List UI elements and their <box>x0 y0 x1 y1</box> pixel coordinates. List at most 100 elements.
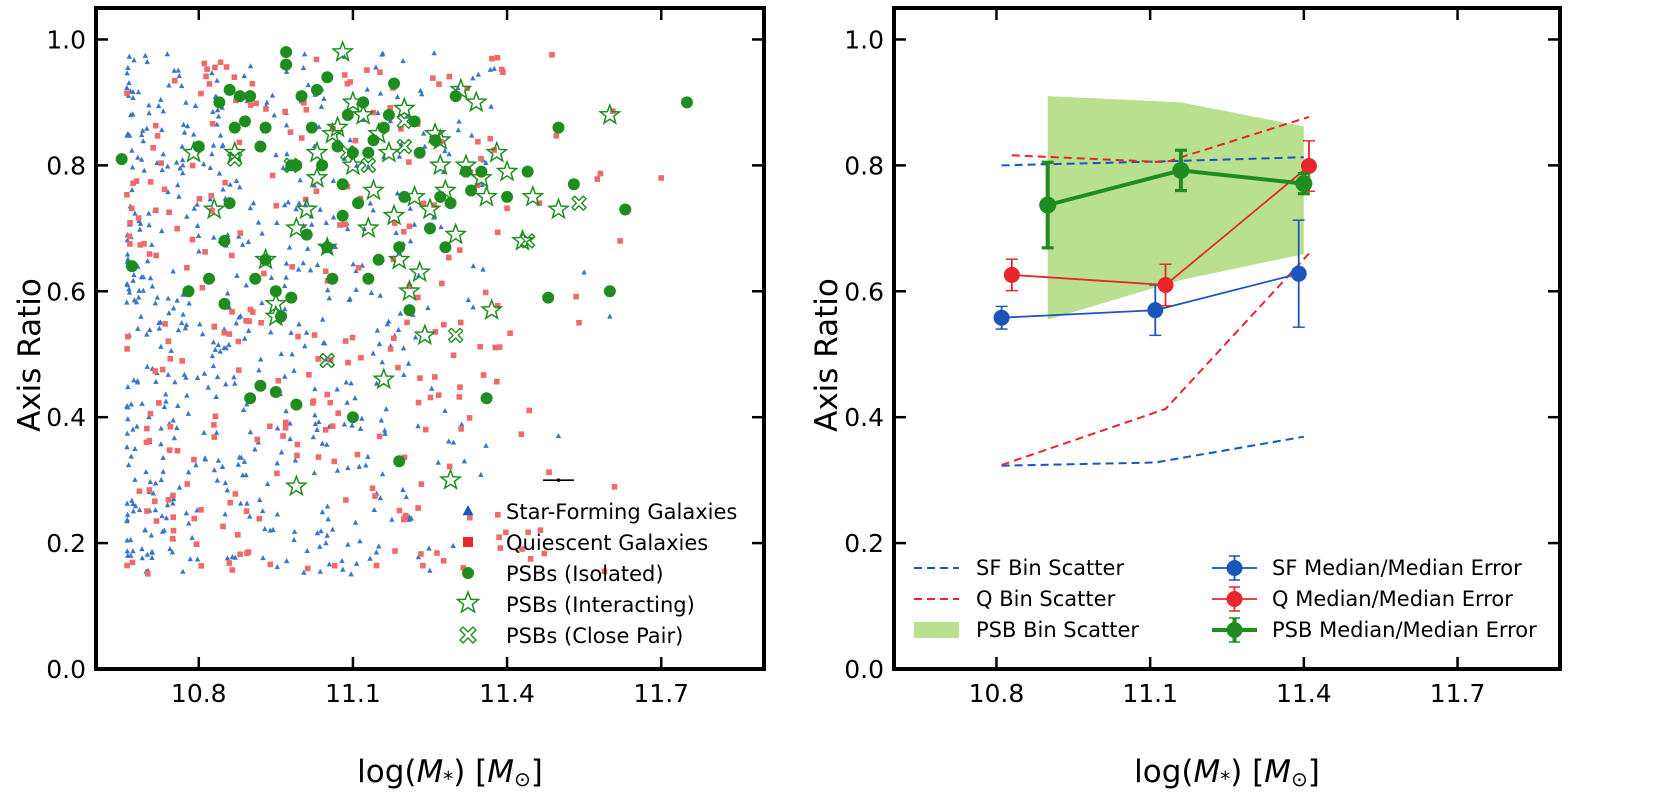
sf-galaxy-point <box>396 153 403 159</box>
sf-galaxy-point <box>581 269 587 275</box>
psb-closepair-point-shape <box>340 145 356 161</box>
psb-interacting-point <box>495 159 519 182</box>
q-galaxy-point <box>206 81 213 87</box>
sf-galaxy-point <box>363 462 369 468</box>
sf-galaxy-point <box>152 480 159 486</box>
sf-galaxy-point <box>357 538 363 544</box>
q-galaxy-point <box>494 229 501 236</box>
sf-galaxy-point <box>231 374 237 380</box>
sf-galaxy-point <box>236 233 242 239</box>
psb-interacting-point <box>305 140 329 163</box>
sf-galaxy-point <box>180 568 186 574</box>
q-galaxy-point <box>422 426 429 433</box>
psb-interacting-point <box>444 222 468 245</box>
sf-galaxy-point <box>304 547 310 554</box>
q-galaxy-point <box>347 79 354 85</box>
psb-interacting-point <box>438 467 463 490</box>
sf-galaxy-point <box>165 189 171 195</box>
q-galaxy-point <box>161 186 168 193</box>
sf-galaxy-point <box>125 383 131 390</box>
sf-galaxy-point <box>172 379 178 385</box>
psb-isolated-point <box>393 455 406 468</box>
q-galaxy-point <box>457 384 463 390</box>
psb-interacting-point <box>387 247 411 270</box>
sf-galaxy-point <box>378 417 385 423</box>
psb-isolated-point <box>285 291 298 304</box>
sf-galaxy-point <box>179 82 185 89</box>
sf-galaxy-point <box>257 496 263 503</box>
left-x-tick-label: 10.8 <box>171 679 227 708</box>
q-galaxy-point <box>171 77 178 84</box>
sf-galaxy-point <box>210 363 217 369</box>
sf-galaxy-point <box>194 374 201 381</box>
legend-err-psb-marker <box>1226 622 1243 638</box>
sf-galaxy-point <box>458 421 465 427</box>
sf-galaxy-point <box>348 380 354 386</box>
sf-galaxy-point <box>296 321 302 327</box>
right-x-label-unit-sub: ⊙ <box>1291 767 1308 791</box>
sf-galaxy-point <box>318 528 324 534</box>
sf-galaxy-point <box>214 77 220 83</box>
legend-label: SF Bin Scatter <box>976 556 1124 580</box>
sf-galaxy-point <box>373 549 380 555</box>
q-galaxy-point <box>441 321 447 328</box>
q-galaxy-point <box>372 493 378 499</box>
legend-circle-marker <box>462 567 474 579</box>
sf-galaxy-point <box>343 379 349 385</box>
psb-interacting-point <box>428 128 452 151</box>
q-galaxy-point <box>345 359 351 366</box>
psb-closepair-point <box>571 195 587 211</box>
sf-galaxy-point <box>326 561 333 567</box>
psb-isolated-point <box>125 260 138 273</box>
q-galaxy-point <box>475 138 481 145</box>
sf-galaxy-point <box>312 421 319 427</box>
legend-label: PSBs (Interacting) <box>506 593 695 617</box>
psb-interacting-point <box>202 197 226 220</box>
sf-galaxy-point <box>130 277 136 283</box>
sf-galaxy-point <box>393 229 399 236</box>
q-galaxy-point <box>231 74 238 80</box>
q-galaxy-point <box>203 73 209 80</box>
psb-closepair-point <box>360 157 377 174</box>
q-galaxy-point <box>303 106 310 113</box>
legend-label: Star-Forming Galaxies <box>506 500 737 524</box>
q-galaxy-point <box>267 423 273 430</box>
sf-galaxy-point <box>323 219 329 225</box>
psb-isolated-point <box>619 203 632 216</box>
q-galaxy-point <box>537 527 544 533</box>
sf-galaxy-point <box>216 170 223 176</box>
right-x-label-end: ] <box>1308 754 1320 790</box>
sf-galaxy-point <box>165 371 171 377</box>
q-galaxy-point <box>477 343 483 350</box>
psb-interacting-point <box>423 121 447 144</box>
sf-galaxy-point <box>475 71 482 77</box>
sf-galaxy-point <box>209 151 215 157</box>
sf-galaxy-point <box>352 519 359 525</box>
sf-galaxy-point <box>340 566 346 572</box>
sf-galaxy-point <box>130 111 136 117</box>
sf-galaxy-point <box>310 434 316 440</box>
sf-galaxy-point <box>159 227 165 234</box>
psb-isolated-point <box>310 83 323 96</box>
right-legend: SF Bin Scatter Q Bin Scatter PSB Bin Scatt… <box>914 555 1537 643</box>
q-galaxy-point <box>217 59 224 66</box>
sf-galaxy-point <box>319 440 326 446</box>
psb-closepair-point-shape <box>447 327 464 344</box>
sf-galaxy-point <box>400 345 407 351</box>
q-galaxy-point <box>191 515 198 522</box>
psb-interacting-point <box>320 121 344 144</box>
q-galaxy-point <box>402 512 409 519</box>
q-galaxy-point <box>126 233 133 240</box>
psb-isolated-point <box>408 115 421 128</box>
psb-isolated-point <box>542 291 555 304</box>
sf-galaxy-point <box>271 112 277 118</box>
sf-galaxy-point <box>147 326 153 333</box>
psb-isolated-point <box>326 272 339 285</box>
left-x-tick-label: 11.1 <box>325 679 381 708</box>
sf-galaxy-point <box>126 132 133 138</box>
right-x-label-unit: M <box>1264 754 1291 790</box>
q-galaxy-point <box>146 251 153 257</box>
q-galaxy-point <box>267 561 274 568</box>
q-galaxy-point <box>315 356 321 362</box>
psb-closepair-point <box>519 233 536 249</box>
